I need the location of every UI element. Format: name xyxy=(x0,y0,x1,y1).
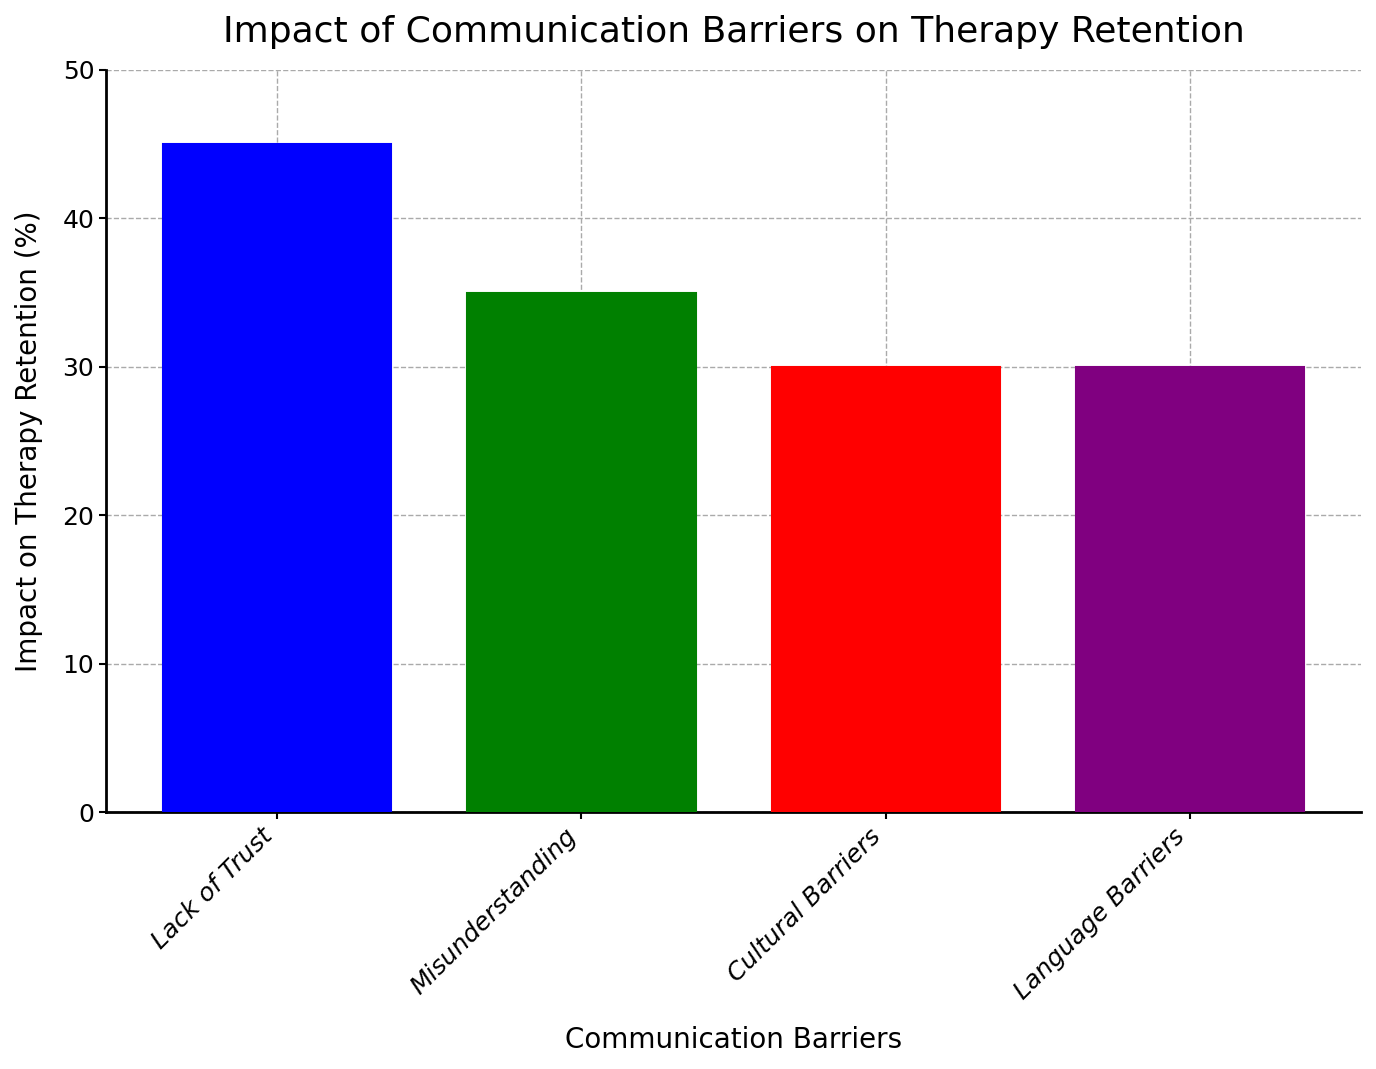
Bar xyxy=(164,144,391,812)
Title: Impact of Communication Barriers on Therapy Retention: Impact of Communication Barriers on Ther… xyxy=(223,15,1244,49)
X-axis label: Communication Barriers: Communication Barriers xyxy=(566,1026,903,1054)
Bar xyxy=(1076,367,1304,812)
Bar xyxy=(468,293,695,812)
Bar xyxy=(772,367,1000,812)
Y-axis label: Impact on Therapy Retention (%): Impact on Therapy Retention (%) xyxy=(15,211,43,671)
